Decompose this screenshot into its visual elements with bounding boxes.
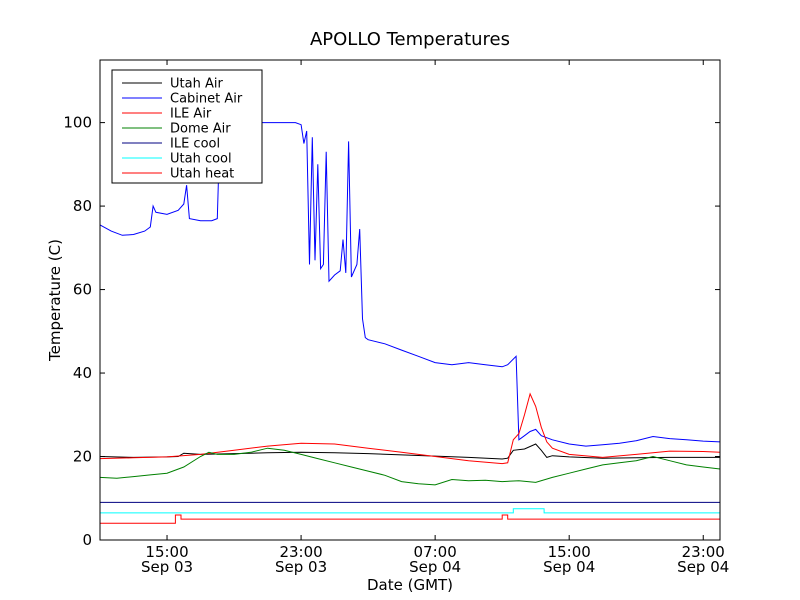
series-line-utah-heat: [100, 514, 720, 524]
series-layer: [99, 122, 721, 524]
chart-title: APOLLO Temperatures: [310, 29, 510, 50]
x-tick-label-date: Sep 04: [677, 558, 729, 576]
y-tick-label: 60: [73, 281, 92, 299]
series-line-utah-air: [99, 443, 720, 460]
x-tick-label-time: 23:00: [682, 543, 725, 561]
legend-label-utah-air: Utah Air: [170, 77, 223, 92]
x-tick-label-date: Sep 04: [409, 558, 461, 576]
y-axis-label: Temperature (C): [46, 239, 64, 362]
x-tick-label-time: 23:00: [279, 543, 322, 561]
plot-frame: [99, 59, 721, 541]
series-line-ile-air: [99, 392, 721, 465]
x-tick-label-time: 15:00: [145, 543, 188, 561]
x-tick-label-time: 07:00: [414, 543, 457, 561]
y-tick-label: 20: [73, 448, 92, 466]
x-axis-label: Date (GMT): [367, 576, 453, 594]
legend-label-cabinet-air: Cabinet Air: [170, 92, 243, 107]
series-line-cabinet-air: [99, 122, 721, 447]
legend-label-dome-air: Dome Air: [170, 122, 231, 137]
series-line-utah-cool: [100, 508, 720, 514]
series-line-dome-air: [99, 447, 721, 486]
legend-box: [111, 69, 263, 184]
x-tick-label-date: Sep 03: [275, 558, 327, 576]
x-tick-label-time: 15:00: [548, 543, 591, 561]
legend-label-ile-air: ILE Air: [170, 107, 212, 122]
x-tick-label-date: Sep 04: [543, 558, 595, 576]
y-tick-label: 0: [82, 531, 92, 549]
legend-label-ile-cool: ILE cool: [170, 137, 220, 152]
x-tick-label-date: Sep 03: [141, 558, 193, 576]
y-tick-label: 100: [63, 114, 92, 132]
legend-label-utah-cool: Utah cool: [170, 152, 232, 167]
legend-label-utah-heat: Utah heat: [170, 167, 234, 182]
y-tick-label: 80: [73, 197, 92, 215]
y-tick-label: 40: [73, 364, 92, 382]
